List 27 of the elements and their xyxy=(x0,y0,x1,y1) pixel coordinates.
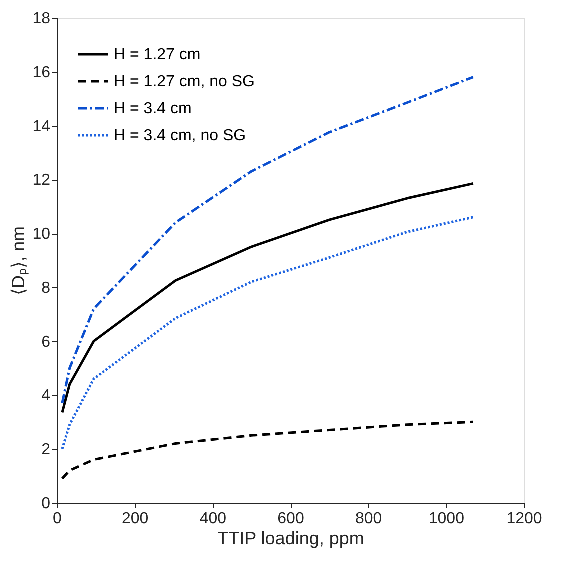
y-tick-label: 0 xyxy=(42,496,51,512)
line-series xyxy=(61,216,475,450)
y-tick-label: 8 xyxy=(42,280,51,297)
y-tick-label: 6 xyxy=(42,334,51,351)
y-axis-title: ⟨Dₚ⟩, nm xyxy=(8,226,30,296)
y-tick-label: 16 xyxy=(32,64,51,82)
y-tick-label: 4 xyxy=(42,388,51,405)
x-tick-label: 200 xyxy=(122,510,149,528)
x-tick-label: 800 xyxy=(355,510,382,528)
y-tick-label: 12 xyxy=(32,172,51,190)
legend-label: H = 3.4 cm xyxy=(114,100,192,118)
line-series xyxy=(61,182,475,414)
x-tick-label: 400 xyxy=(200,510,227,528)
y-tick-label: 2 xyxy=(42,442,51,459)
y-tick-label: 18 xyxy=(32,10,51,28)
line-series xyxy=(61,420,475,480)
x-tick-label: 0 xyxy=(53,510,62,528)
legend-label: H = 3.4 cm, no SG xyxy=(114,128,246,144)
x-tick-label: 1000 xyxy=(428,510,465,528)
y-tick-label: 10 xyxy=(32,226,51,244)
y-tick-label: 14 xyxy=(32,118,51,136)
line-series xyxy=(61,76,475,405)
x-tick-label: 600 xyxy=(278,510,304,528)
x-axis-title: TTIP loading, ppm xyxy=(218,528,364,548)
x-tick-label: 1200 xyxy=(506,510,542,528)
legend-label: H = 1.27 cm xyxy=(114,46,201,64)
legend-label: H = 1.27 cm, no SG xyxy=(114,74,255,90)
